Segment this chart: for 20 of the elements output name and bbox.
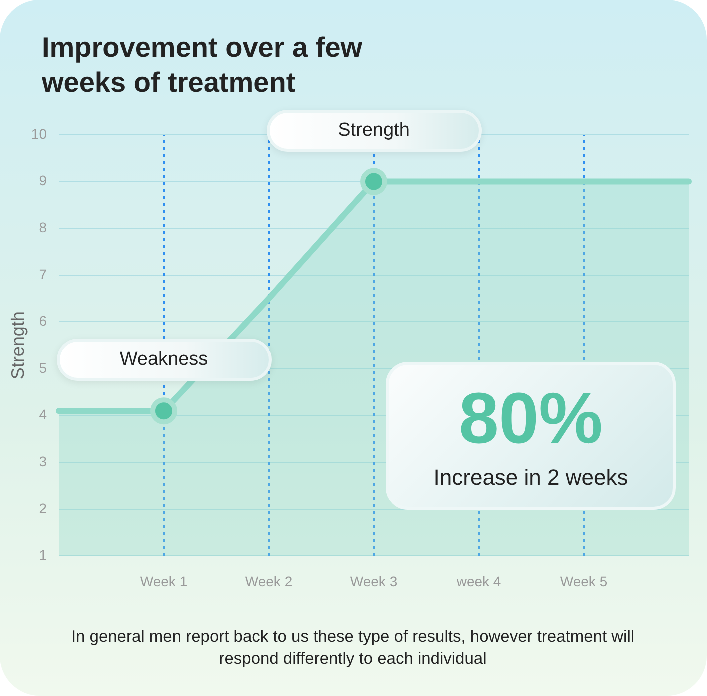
y-tick-label: 10 (31, 126, 48, 142)
y-tick-label: 8 (39, 219, 48, 236)
y-tick-label: 7 (39, 266, 48, 282)
x-tick-label: Week 3 (350, 573, 398, 590)
annotation: 80% (458, 379, 604, 459)
chart-title: Improvement over a few weeks of treatment (42, 31, 364, 100)
y-tick-label: 4 (39, 406, 48, 423)
x-tick-label: Week 5 (560, 573, 608, 590)
x-tick-label: week 4 (456, 573, 502, 590)
y-tick-label: 1 (39, 547, 48, 564)
y-tick-label: 5 (39, 360, 48, 376)
annotation: Increase in 2 weeks (432, 465, 630, 491)
text: In general men report back to us these type of results, however treatment will respond differently to each individual (70, 627, 636, 670)
x-tick-label: Week 1 (140, 573, 188, 590)
y-tick-label: 6 (39, 313, 48, 330)
y-axis-title: Strength (8, 312, 28, 380)
y-tick-label: 9 (39, 172, 48, 189)
y-tick-label: 3 (39, 453, 48, 470)
y-tick-label: 2 (39, 500, 48, 516)
x-tick-label: Week 2 (245, 573, 293, 590)
